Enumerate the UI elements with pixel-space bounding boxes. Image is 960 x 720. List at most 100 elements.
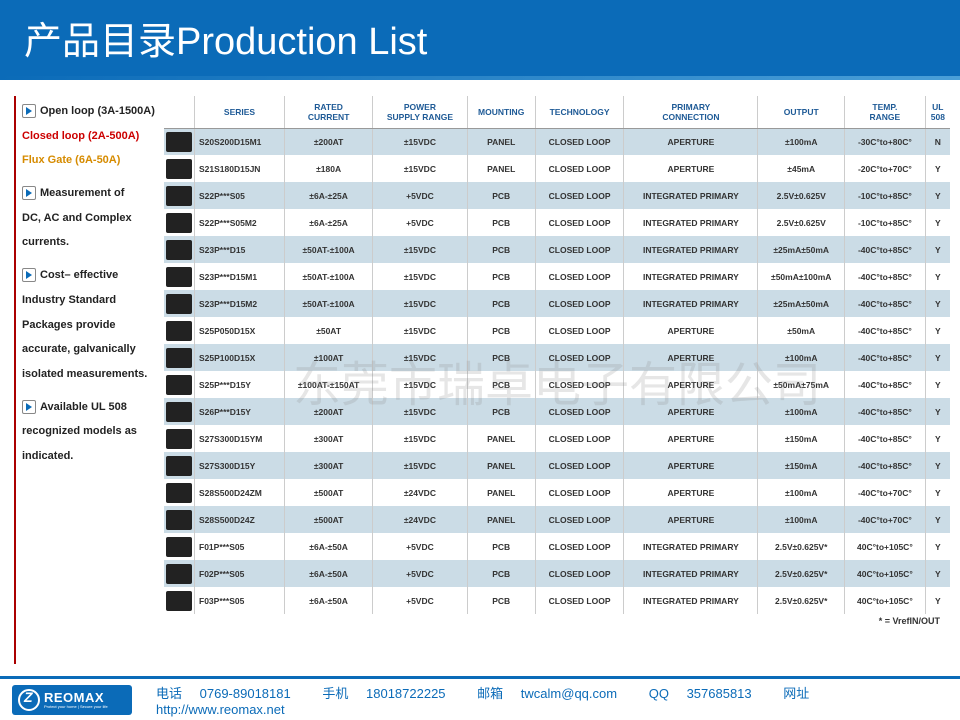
table-cell <box>164 182 195 209</box>
product-thumb-icon <box>166 456 192 476</box>
footer-phone: 电话 0769-89018181 <box>156 686 305 701</box>
table-cell: S28S500D24Z <box>195 506 285 533</box>
table-cell: PCB <box>467 317 535 344</box>
table-cell: Y <box>925 317 950 344</box>
table-cell: ±200AT <box>285 398 373 425</box>
table-cell: Y <box>925 209 950 236</box>
table-cell: CLOSED LOOP <box>535 479 624 506</box>
table-cell: INTEGRATED PRIMARY <box>624 533 758 560</box>
table-cell: S28S500D24ZM <box>195 479 285 506</box>
table-cell: Y <box>925 533 950 560</box>
table-cell: CLOSED LOOP <box>535 317 624 344</box>
product-thumb-icon <box>166 213 192 233</box>
table-header-cell: OUTPUT <box>758 96 845 128</box>
table-cell: Y <box>925 587 950 614</box>
table-cell: CLOSED LOOP <box>535 398 624 425</box>
table-cell <box>164 425 195 452</box>
table-cell: S25P050D15X <box>195 317 285 344</box>
table-cell: PANEL <box>467 452 535 479</box>
table-cell: Y <box>925 425 950 452</box>
table-header-cell: POWERSUPPLY RANGE <box>373 96 467 128</box>
product-thumb-icon <box>166 591 192 611</box>
table-header-cell: MOUNTING <box>467 96 535 128</box>
table-row: S27S300D15YM±300AT±15VDCPANELCLOSED LOOP… <box>164 425 950 452</box>
table-row: S22P***S05±6A-±25A+5VDCPCBCLOSED LOOPINT… <box>164 182 950 209</box>
sidebar-text: Available UL 508 <box>40 401 127 413</box>
logo-text: REOMAX <box>44 690 108 705</box>
bullet-icon <box>22 186 36 200</box>
table-cell <box>164 506 195 533</box>
table-cell: ±500AT <box>285 479 373 506</box>
table-cell: PCB <box>467 533 535 560</box>
table-cell <box>164 344 195 371</box>
table-cell: ±50mA <box>758 317 845 344</box>
product-thumb-icon <box>166 159 192 179</box>
table-cell: APERTURE <box>624 452 758 479</box>
table-cell: Y <box>925 263 950 290</box>
table-cell: APERTURE <box>624 317 758 344</box>
table-cell <box>164 209 195 236</box>
table-cell: 40C°to+105C° <box>845 560 926 587</box>
table-row: S28S500D24Z±500AT±24VDCPANELCLOSED LOOPA… <box>164 506 950 533</box>
table-cell: Y <box>925 182 950 209</box>
table-cell <box>164 317 195 344</box>
table-cell: 2.5V±0.625V* <box>758 560 845 587</box>
table-cell: PCB <box>467 398 535 425</box>
table-cell: ±50mA±75mA <box>758 371 845 398</box>
table-cell: S22P***S05 <box>195 182 285 209</box>
table-cell: -40C°to+85C° <box>845 263 926 290</box>
sidebar-text: DC, AC and Complex <box>22 209 160 228</box>
table-cell: F01P***S05 <box>195 533 285 560</box>
product-thumb-icon <box>166 564 192 584</box>
product-thumb-icon <box>166 321 192 341</box>
table-cell: S23P***D15M2 <box>195 290 285 317</box>
table-cell: CLOSED LOOP <box>535 533 624 560</box>
table-header-row: SERIESRATEDCURRENTPOWERSUPPLY RANGEMOUNT… <box>164 96 950 128</box>
table-cell: Y <box>925 236 950 263</box>
table-header-cell: PRIMARYCONNECTION <box>624 96 758 128</box>
table-cell: Y <box>925 290 950 317</box>
table-cell: ±300AT <box>285 425 373 452</box>
table-cell: ±100AT <box>285 344 373 371</box>
table-cell: CLOSED LOOP <box>535 155 624 182</box>
table-cell: -20C°to+70C° <box>845 155 926 182</box>
logo-icon <box>18 689 40 711</box>
table-container: 东莞市瑞卓电子有限公司 SERIESRATEDCURRENTPOWERSUPPL… <box>164 96 950 664</box>
table-row: S23P***D15M1±50AT-±100A±15VDCPCBCLOSED L… <box>164 263 950 290</box>
table-cell: Y <box>925 155 950 182</box>
footer-contact: 电话 0769-89018181 手机 18018722225 邮箱 twcal… <box>132 683 948 717</box>
sidebar-text: Industry Standard <box>22 291 160 310</box>
table-cell: +5VDC <box>373 182 467 209</box>
table-cell: INTEGRATED PRIMARY <box>624 236 758 263</box>
table-cell: PANEL <box>467 425 535 452</box>
table-cell: 2.5V±0.625V <box>758 209 845 236</box>
table-cell: ±100AT-±150AT <box>285 371 373 398</box>
table-cell: S26P***D15Y <box>195 398 285 425</box>
table-cell: ±50AT-±100A <box>285 236 373 263</box>
table-cell: CLOSED LOOP <box>535 560 624 587</box>
table-cell: ±25mA±50mA <box>758 290 845 317</box>
table-cell: 2.5V±0.625V* <box>758 533 845 560</box>
table-cell: ±6A-±25A <box>285 209 373 236</box>
product-thumb-icon <box>166 186 192 206</box>
table-footnote: * = VrefIN/OUT <box>164 614 950 626</box>
sidebar-text: accurate, galvanically <box>22 340 160 359</box>
table-cell: +5VDC <box>373 209 467 236</box>
table-cell: +5VDC <box>373 587 467 614</box>
table-cell <box>164 533 195 560</box>
table-row: S25P050D15X±50AT±15VDCPCBCLOSED LOOPAPER… <box>164 317 950 344</box>
table-header-cell: TEMP.RANGE <box>845 96 926 128</box>
table-cell: ±50AT <box>285 317 373 344</box>
table-cell: ±100mA <box>758 398 845 425</box>
product-thumb-icon <box>166 240 192 260</box>
table-cell: APERTURE <box>624 128 758 155</box>
product-thumb-icon <box>166 294 192 314</box>
table-cell: ±6A-±50A <box>285 560 373 587</box>
sidebar-text: isolated measurements. <box>22 365 160 384</box>
logo-subtitle: Protect your home | Secure your life <box>44 705 108 709</box>
table-cell: ±50mA±100mA <box>758 263 845 290</box>
table-cell: CLOSED LOOP <box>535 182 624 209</box>
table-cell: Y <box>925 398 950 425</box>
table-cell: ±300AT <box>285 452 373 479</box>
table-cell <box>164 479 195 506</box>
